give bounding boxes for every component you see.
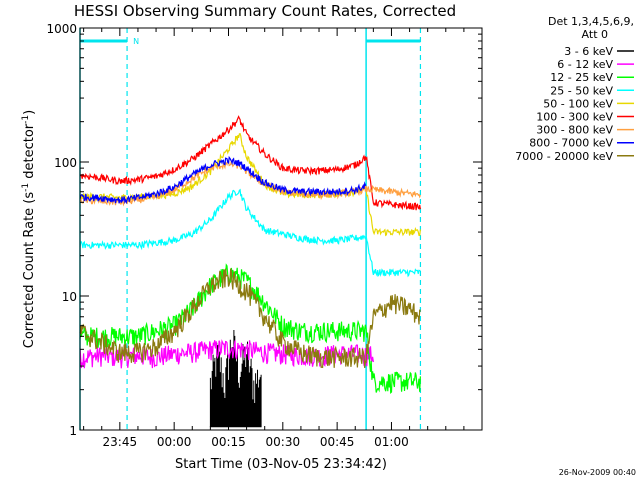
x-tick-label-5: 01:00 — [374, 435, 409, 449]
y-tick-label-2: 100 — [54, 156, 77, 170]
legend-label-2: 12 - 25 keV — [550, 71, 613, 84]
legend-label-4: 50 - 100 keV — [543, 97, 613, 110]
legend-label-5: 100 - 300 keV — [536, 111, 613, 124]
night-label: N — [133, 37, 139, 46]
series-lines — [79, 115, 421, 428]
y-tick-label-0: 1 — [69, 424, 77, 438]
legend-label-1: 6 - 12 keV — [557, 58, 613, 71]
legend-label-7: 800 - 7000 keV — [529, 137, 613, 150]
y-axis-label-mid: detector — [22, 123, 37, 183]
plot-frame — [79, 27, 483, 431]
x-tick-label-3: 00:30 — [266, 435, 301, 449]
x-tick-label-1: 00:00 — [157, 435, 192, 449]
x-tick-label-2: 00:15 — [211, 435, 246, 449]
series-line-3 — [79, 188, 421, 278]
legend-header-line-2: Att 0 — [582, 28, 608, 41]
axis-ticks: 23:45 00:00 00:15 00:30 00:45 01:00 1 10 100 1000 — [46, 22, 483, 449]
y-axis-label: Corrected Count Rate (s-1 detector-1) — [21, 110, 37, 348]
y-tick-label-3: 1000 — [46, 22, 77, 36]
x-tick-label-0: 23:45 — [103, 435, 138, 449]
legend-header-line-1: Det 1,3,4,5,6,9, — [548, 15, 634, 28]
chart-title: HESSI Observing Summary Count Rates, Cor… — [74, 2, 456, 20]
y-axis-label-sup2: -1 — [21, 115, 31, 124]
legend-label-0: 3 - 6 keV — [564, 45, 613, 58]
y-axis-label-sup1: -1 — [21, 183, 31, 192]
series-line-5 — [79, 115, 421, 211]
x-axis-label: Start Time (03-Nov-05 23:34:42) — [175, 457, 387, 472]
series-line-2 — [79, 263, 421, 394]
series-line-8 — [79, 268, 421, 369]
legend-label-3: 25 - 50 keV — [550, 84, 613, 97]
x-tick-label-4: 00:45 — [320, 435, 355, 449]
legend-label-8: 7000 - 20000 keV — [515, 150, 613, 163]
y-axis-label-end: ) — [22, 110, 37, 115]
y-axis-label-main: Corrected Count Rate (s — [22, 192, 37, 349]
legend-label-6: 300 - 800 keV — [536, 124, 613, 137]
series-line-7 — [79, 155, 367, 205]
series-line-0 — [209, 330, 262, 428]
y-tick-label-1: 10 — [62, 290, 77, 304]
footer-timestamp: 26-Nov-2009 00:40 — [559, 468, 636, 477]
